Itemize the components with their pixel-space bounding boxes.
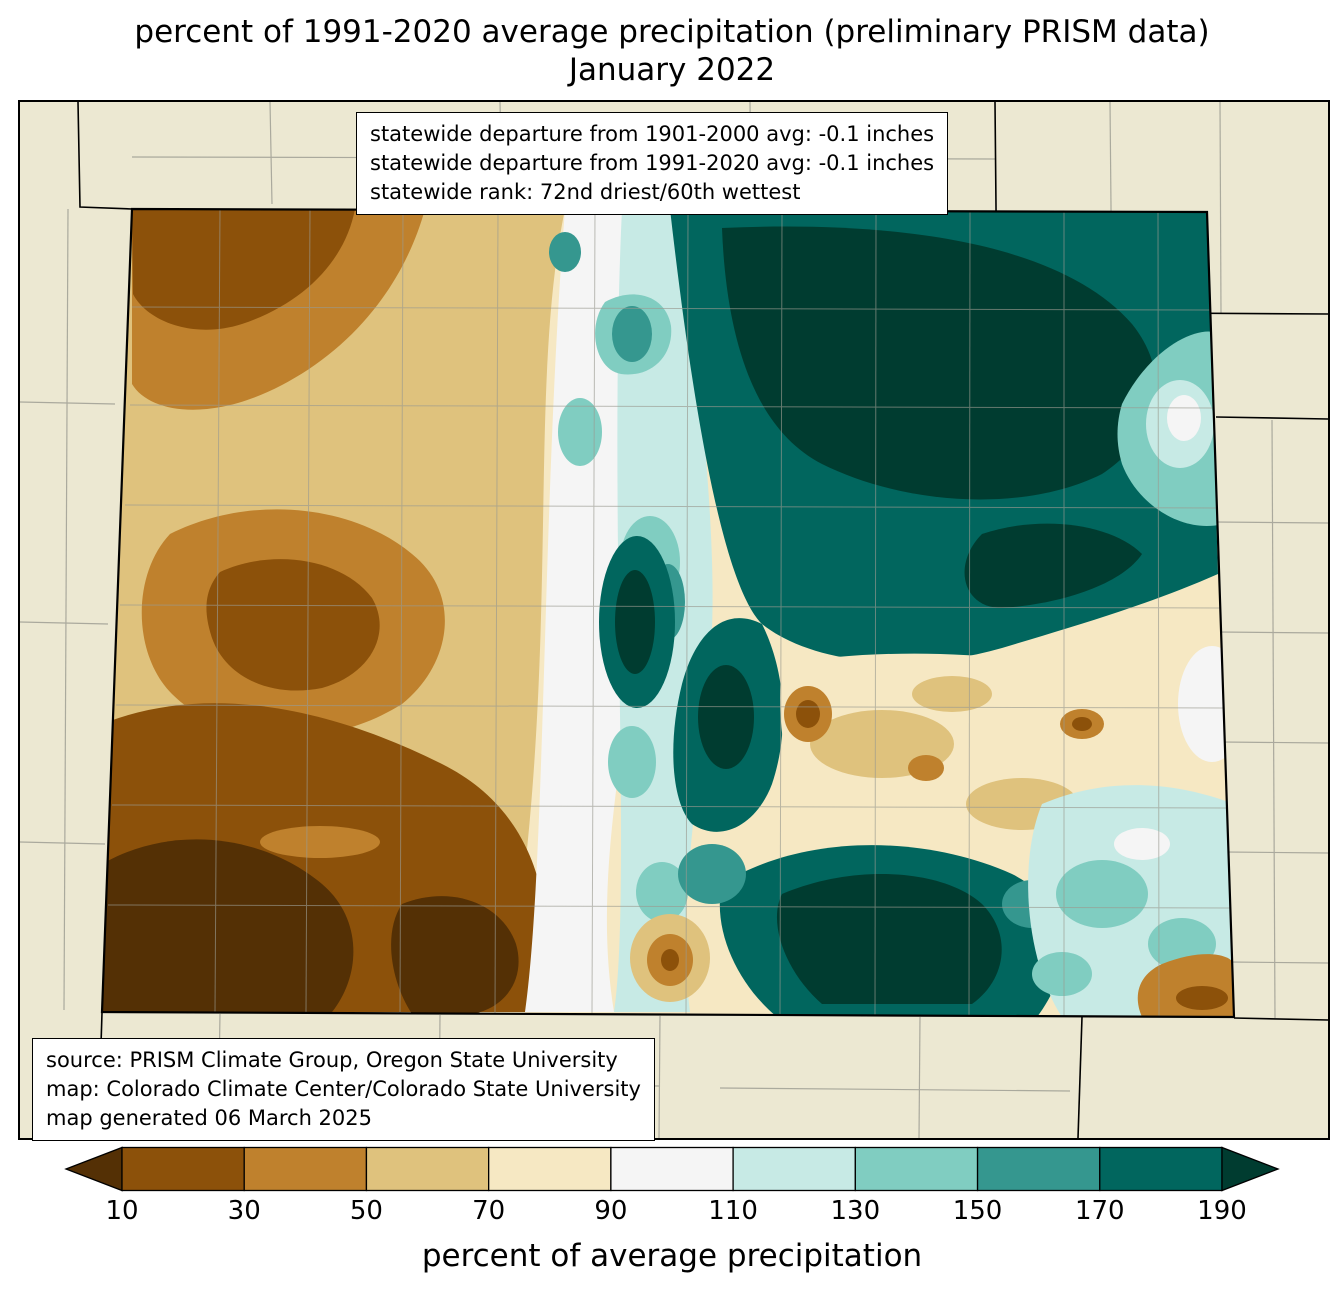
page-title: percent of 1991-2020 average precipitati… [0,14,1344,90]
colorbar-tick-label: 190 [1197,1196,1247,1226]
source-line-1: source: PRISM Climate Group, Oregon Stat… [46,1048,618,1072]
colorbar-tick-label: 150 [952,1196,1003,1226]
colorbar-tick-labels: 10 30 50 70 90 110 130 150 170 190 [64,1196,1280,1232]
colorbar-tick-label: 50 [349,1196,383,1226]
map-frame: statewide departure from 1901-2000 avg: … [18,100,1330,1141]
colorbar-tick-label: 30 [227,1196,261,1226]
source-line-2: map: Colorado Climate Center/Colorado St… [46,1076,641,1101]
title-line-2: January 2022 [568,51,776,88]
colorbar-gradient [64,1146,1280,1192]
precipitation-shading [102,209,1234,1017]
colorbar-tick-label: 110 [708,1196,758,1226]
colorbar-tick-label: 130 [830,1196,881,1226]
statewide-stats-box: statewide departure from 1901-2000 avg: … [356,112,949,215]
colorbar-tick-label: 70 [472,1196,506,1226]
source-line-3: map generated 06 March 2025 [46,1105,373,1130]
stats-line-1: statewide departure from 1901-2000 avg: … [370,122,935,146]
colorbar-tick-label: 90 [594,1196,628,1226]
title-line-1: percent of 1991-2020 average precipitati… [134,14,1210,50]
colorbar: 10 30 50 70 90 110 130 150 170 190 [64,1146,1280,1232]
stats-line-2: statewide departure from 1991-2020 avg: … [370,150,935,175]
colorbar-tick-label: 10 [105,1196,139,1226]
colorado-precipitation-map [20,102,1328,1138]
source-attribution-box: source: PRISM Climate Group, Oregon Stat… [32,1038,655,1141]
colorado-county-lines [107,209,1231,1017]
colorbar-tick-label: 170 [1074,1196,1125,1226]
stats-line-3: statewide rank: 72nd driest/60th wettest [370,179,801,204]
colorbar-caption: percent of average precipitation [421,1238,923,1274]
